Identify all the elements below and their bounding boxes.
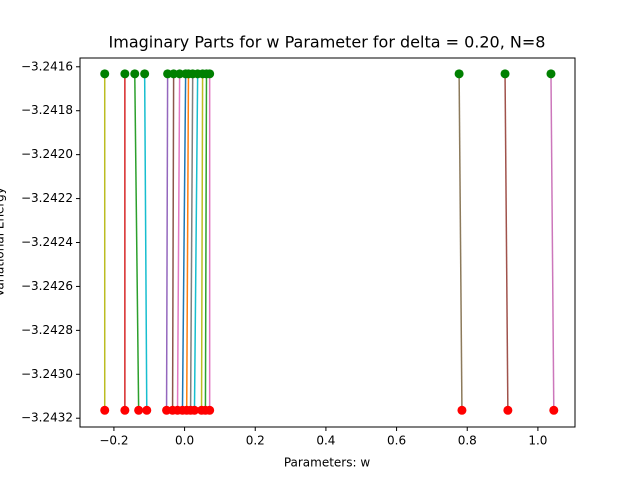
x-tick-label: 1.0	[528, 434, 547, 448]
point-marker	[549, 405, 559, 415]
point-marker	[205, 405, 215, 415]
series-line	[204, 73, 208, 411]
x-tick-label: 0.8	[458, 434, 477, 448]
x-tick-label: 0.4	[316, 434, 335, 448]
point-marker	[205, 69, 215, 79]
series-line	[185, 73, 190, 411]
series-line	[181, 73, 187, 411]
x-tick-label: 0.6	[387, 434, 406, 448]
x-tick-label: 0.0	[175, 434, 194, 448]
plot-frame	[79, 57, 576, 428]
series-line	[550, 73, 555, 411]
point-marker	[134, 405, 144, 415]
series-line	[193, 73, 199, 411]
x-axis-label: Parameters: w	[284, 456, 371, 470]
series-line	[200, 73, 204, 411]
series-line	[171, 73, 175, 411]
series-line	[504, 73, 509, 411]
point-marker	[142, 405, 152, 415]
point-marker	[140, 69, 150, 79]
point-marker	[454, 69, 464, 79]
y-tick-label: −3.2424	[21, 235, 73, 249]
series-line	[176, 73, 181, 411]
chart-title: Imaginary Parts for w Parameter for delt…	[109, 33, 546, 52]
y-tick-label: −3.2430	[21, 367, 73, 381]
point-marker	[120, 405, 130, 415]
point-marker	[120, 69, 130, 79]
point-marker	[503, 405, 513, 415]
y-tick-label: −3.2426	[21, 279, 73, 293]
point-marker	[100, 405, 110, 415]
point-marker	[189, 405, 199, 415]
series-line	[458, 73, 463, 411]
series-line	[189, 73, 194, 411]
x-tick-label: −0.2	[99, 434, 128, 448]
point-marker	[100, 69, 110, 79]
y-tick-label: −3.2432	[21, 411, 73, 425]
series-line	[134, 73, 140, 411]
y-axis-label: Variational Energy	[0, 187, 7, 297]
y-tick-label: −3.2420	[21, 147, 73, 161]
y-tick-label: −3.2418	[21, 103, 73, 117]
point-marker	[500, 69, 510, 79]
point-marker	[546, 69, 556, 79]
y-tick-label: −3.2428	[21, 323, 73, 337]
series-line	[165, 73, 169, 411]
point-marker	[457, 405, 467, 415]
y-tick-label: −3.2422	[21, 191, 73, 205]
series-line	[143, 73, 148, 411]
x-tick-label: 0.2	[246, 434, 265, 448]
y-tick-label: −3.2416	[21, 59, 73, 73]
point-marker	[130, 69, 140, 79]
